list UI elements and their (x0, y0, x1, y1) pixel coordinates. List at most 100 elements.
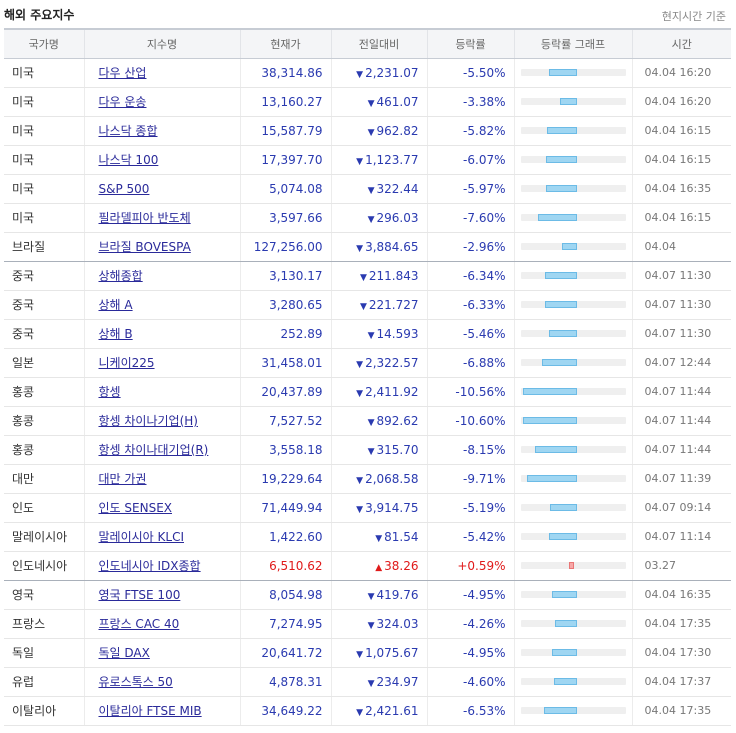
index-name-link[interactable]: 인도네시아 IDX종합 (98, 559, 201, 573)
index-name-link[interactable]: 필라델피아 반도체 (98, 211, 191, 225)
rate-bar-track (520, 69, 626, 76)
rate-graph-cell (513, 232, 632, 262)
rate-cell: -8.15% (426, 435, 514, 465)
rate-bar-track (520, 707, 626, 714)
index-name-link[interactable]: 상해종합 (98, 269, 143, 283)
rate-bar (544, 301, 578, 308)
rate-bar (551, 649, 578, 656)
time-cell: 04.04 17:30 (631, 638, 731, 668)
index-name-link[interactable]: 니케이225 (98, 356, 155, 370)
country-cell: 인도네시아 (4, 551, 84, 581)
rate-bar (522, 417, 578, 424)
change-cell: ▼ 2,068.58 (330, 464, 427, 494)
index-name-link[interactable]: 다우 운송 (98, 95, 147, 109)
rate-bar (541, 359, 578, 366)
change-cell: ▼ 1,123.77 (330, 145, 427, 175)
triangle-down-icon: ▼ (356, 69, 364, 80)
index-name-link[interactable]: 대만 가권 (98, 472, 147, 486)
triangle-down-icon: ▼ (367, 446, 375, 457)
rate-bar-track (520, 475, 626, 482)
index-name-cell: 인도네시아 IDX종합 (83, 551, 240, 581)
index-name-link[interactable]: 나스닥 100 (98, 153, 159, 167)
change-cell: ▼ 1,075.67 (330, 638, 427, 668)
country-cell: 홍콩 (4, 406, 84, 436)
change-value: 322.44 (376, 181, 419, 196)
index-name-link[interactable]: S&P 500 (98, 181, 150, 196)
index-name-link[interactable]: 프랑스 CAC 40 (98, 617, 180, 631)
rate-bar-track (520, 562, 626, 569)
country-cell: 홍콩 (4, 435, 84, 465)
rate-graph-cell (513, 319, 632, 349)
rate-cell: -6.07% (426, 145, 514, 175)
index-name-cell: 말레이시아 KLCI (83, 522, 240, 552)
change-value: 296.03 (376, 210, 419, 225)
time-cell: 04.04 (631, 232, 731, 262)
header: 해외 주요지수 현지시간 기준 (0, 0, 736, 28)
price-cell: 15,587.79 (239, 116, 331, 146)
index-name-link[interactable]: 항셍 차이나대기업(R) (98, 443, 209, 457)
rate-bar-track (520, 301, 626, 308)
country-cell: 프랑스 (4, 609, 84, 639)
rate-bar-track (520, 243, 626, 250)
rate-graph-cell (513, 522, 632, 552)
country-cell: 홍콩 (4, 377, 84, 407)
index-name-link[interactable]: 상해 B (98, 327, 133, 341)
change-value: 221.727 (368, 297, 419, 312)
index-name-link[interactable]: 상해 A (98, 298, 133, 312)
change-cell: ▼ 221.727 (330, 290, 427, 320)
index-name-link[interactable]: 영국 FTSE 100 (98, 588, 181, 602)
rate-bar (559, 98, 578, 105)
index-name-link[interactable]: 이탈리아 FTSE MIB (98, 704, 202, 718)
rate-bar (549, 330, 578, 337)
change-value: 3,884.65 (365, 239, 419, 254)
rate-bar-track (520, 591, 626, 598)
index-name-link[interactable]: 항셍 차이나기업(H) (98, 414, 198, 428)
index-name-cell: 다우 산업 (83, 58, 240, 88)
time-cell: 04.07 11:44 (631, 435, 731, 465)
index-name-cell: 나스닥 종합 (83, 116, 240, 146)
rate-graph-cell (513, 493, 632, 523)
change-cell: ▲ 38.26 (330, 551, 427, 581)
index-name-link[interactable]: 말레이시아 KLCI (98, 530, 185, 544)
triangle-down-icon: ▼ (367, 330, 375, 341)
change-cell: ▼ 962.82 (330, 116, 427, 146)
change-value: 1,075.67 (365, 645, 419, 660)
rate-graph-cell (513, 377, 632, 407)
index-name-link[interactable]: 나스닥 종합 (98, 124, 158, 138)
index-name-cell: 인도 SENSEX (83, 493, 240, 523)
index-name-cell: 니케이225 (83, 348, 240, 378)
index-name-cell: 필라델피아 반도체 (83, 203, 240, 233)
price-cell: 7,274.95 (239, 609, 331, 639)
index-name-link[interactable]: 인도 SENSEX (98, 501, 173, 515)
triangle-down-icon: ▼ (356, 649, 364, 660)
index-name-cell: 나스닥 100 (83, 145, 240, 175)
price-cell: 3,597.66 (239, 203, 331, 233)
rate-bar-track (520, 185, 626, 192)
rate-graph-cell (513, 290, 632, 320)
index-name-cell: 다우 운송 (83, 87, 240, 117)
rate-bar (561, 243, 578, 250)
rate-bar-track (520, 330, 626, 337)
index-name-link[interactable]: 브라질 BOVESPA (98, 240, 191, 254)
rate-cell: -5.19% (426, 493, 514, 523)
triangle-down-icon: ▼ (356, 243, 364, 254)
rate-bar (543, 707, 578, 714)
rate-bar-track (520, 504, 626, 511)
rate-bar (555, 620, 578, 627)
index-name-link[interactable]: 다우 산업 (98, 66, 147, 80)
rate-bar (568, 562, 575, 569)
country-cell: 미국 (4, 58, 84, 88)
table-row: 중국 상해 B 252.89 ▼ 14.593 -5.46% 04.07 11:30 (4, 319, 731, 349)
price-cell: 8,054.98 (239, 580, 331, 610)
triangle-down-icon: ▼ (367, 591, 375, 602)
change-value: 315.70 (376, 442, 419, 457)
price-cell: 20,437.89 (239, 377, 331, 407)
rate-bar (522, 388, 578, 395)
time-cell: 04.07 12:44 (631, 348, 731, 378)
index-name-link[interactable]: 독일 DAX (98, 646, 150, 660)
triangle-up-icon: ▲ (375, 562, 383, 573)
index-name-link[interactable]: 유로스톡스 50 (98, 675, 173, 689)
rate-graph-cell (513, 58, 632, 88)
index-name-link[interactable]: 항셍 (98, 385, 121, 399)
price-cell: 6,510.62 (239, 551, 331, 581)
